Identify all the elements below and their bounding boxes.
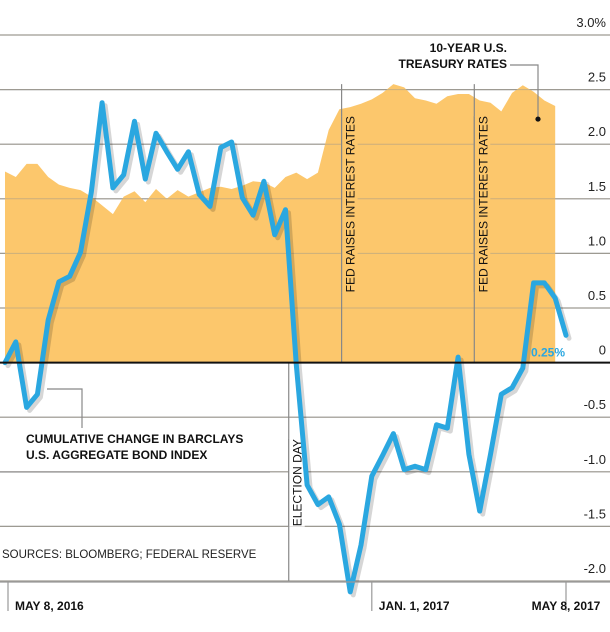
- bond-label-line1: CUMULATIVE CHANGE IN BARCLAYS: [26, 432, 243, 446]
- y-tick-label: 1.5: [588, 179, 606, 194]
- treasury-leader-line: [510, 64, 539, 120]
- source-note: SOURCES: BLOOMBERG; FEDERAL RESERVE: [2, 549, 257, 561]
- event-lines: ELECTION DAY FED RAISES INTEREST RATES FED…: [288, 84, 491, 581]
- y-tick-label: 0.5: [588, 288, 606, 303]
- axes: 3.0% 2.5 2.0 1.5 1.0 0.5 0 -0.5 -1.0 -1.5 -2.0 MAY …: [0, 15, 610, 613]
- gridlines-overlay: [0, 34, 610, 582]
- x-tick-label: MAY 8, 2017: [532, 599, 601, 613]
- bond-line-layer: 0.25%: [2, 100, 572, 598]
- event-label-bg: [474, 116, 491, 293]
- y-tick-label: -1.0: [584, 452, 606, 467]
- bond-label-line2: U.S. AGGREGATE BOND INDEX: [26, 448, 207, 462]
- y-tick-label: 2.5: [588, 70, 606, 85]
- x-tick-label: JAN. 1, 2017: [379, 599, 450, 613]
- event-label: FED RAISES INTEREST RATES: [476, 116, 490, 292]
- treasury-label-line1: 10-YEAR U.S.: [430, 41, 507, 55]
- labels: 10-YEAR U.S. TREASURY RATES CUMULATIVE C…: [2, 41, 507, 561]
- y-tick-label: 0: [599, 343, 606, 358]
- event-label-bg: [341, 116, 358, 293]
- treasury-label-line2: TREASURY RATES: [399, 57, 507, 71]
- y-tick-label: 1.0: [588, 233, 606, 248]
- y-tick-label: -2.0: [584, 561, 606, 576]
- event-label: ELECTION DAY: [291, 439, 305, 526]
- y-tick-label: 2.0: [588, 124, 606, 139]
- treasury-leader-dot: [535, 116, 541, 122]
- bond-leader-line: [47, 388, 83, 428]
- x-tick-label: MAY 8, 2016: [15, 599, 84, 613]
- event-label: FED RAISES INTEREST RATES: [344, 116, 358, 292]
- y-tick-label: -1.5: [584, 506, 606, 521]
- y-tick-label: 3.0%: [576, 15, 606, 30]
- y-tick-label: -0.5: [584, 397, 606, 412]
- bond-index-end-label: 0.25%: [531, 346, 565, 360]
- event-label-bg: [288, 438, 305, 527]
